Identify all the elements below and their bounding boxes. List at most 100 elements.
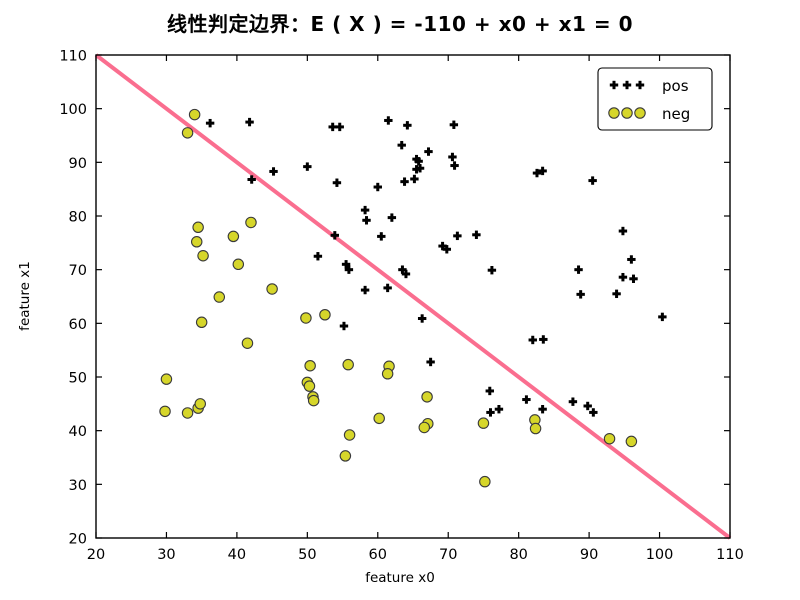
x-tick-label: 50 [298,547,316,563]
marker-plus [625,80,629,90]
marker-plus [488,408,492,417]
marker-circle [194,398,207,410]
marker-plus [441,241,445,251]
marker-circle [160,373,173,385]
marker-plus [579,290,583,299]
marker-plus [272,167,276,176]
x-tick-label: 90 [580,547,598,563]
marker-plus [497,405,501,414]
y-axis-label: feature x1 [17,261,33,331]
marker-plus [386,116,390,125]
marker-plus [305,162,309,171]
marker-plus [571,397,575,406]
marker-plus [363,285,367,295]
marker-plus [335,178,339,187]
marker-plus [621,226,625,236]
x-tick-label: 40 [228,547,246,563]
marker-circle [159,405,171,418]
marker-plus [488,386,492,396]
marker-plus [347,265,351,274]
page-title: 线性判定边界：E ( X ) = -110 + x0 + x1 = 0 [166,12,634,36]
x-tick-label: 70 [439,547,457,563]
marker-plus [386,283,390,293]
y-tick-label: 20 [69,532,87,548]
marker-circle [418,421,431,434]
marker-circle [303,380,316,392]
marker-plus [541,166,545,176]
marker-circle [373,412,385,425]
marker-circle [381,368,394,380]
marker-plus [344,260,348,269]
y-tick-label: 110 [59,49,87,65]
marker-plus [490,266,494,275]
marker-plus [629,255,633,264]
marker-plus [400,265,404,274]
marker-circle [343,429,356,441]
marker-circle [625,435,638,448]
marker-circle [529,422,542,435]
marker-plus [400,140,404,150]
marker-plus [621,272,625,282]
marker-circle [190,236,203,248]
marker-plus [420,314,424,323]
y-tick-label: 30 [69,478,87,494]
marker-circle [477,417,490,429]
boundary-line-segment [94,53,732,540]
x-tick-label: 20 [87,547,105,563]
x-tick-label: 30 [157,547,175,563]
marker-plus [577,265,581,274]
series-neg-markers [159,108,638,488]
marker-plus [453,161,457,170]
marker-plus [631,274,635,283]
marker-plus [365,216,369,225]
x-tick-label: 60 [369,547,387,563]
marker-plus [615,289,619,299]
marker-circle [342,358,354,371]
marker-circle [300,312,312,324]
marker-plus [591,176,595,185]
marker-circle [479,475,491,488]
marker-circle [195,316,208,329]
marker-plus [316,252,320,261]
marker-plus [541,405,545,414]
marker-plus [452,120,456,129]
y-tick-label: 60 [69,317,87,333]
marker-plus [531,335,535,345]
chart-legend[interactable]: pos neg [597,67,713,131]
series-pos-markers [205,116,667,417]
marker-plus [379,232,383,241]
legend-box[interactable] [597,67,713,131]
marker-circle [227,230,240,243]
marker-plus [342,321,346,331]
marker-plus [474,230,478,239]
y-tick-label: 70 [69,263,87,279]
x-tick-label: 110 [716,547,744,563]
marker-plus [250,175,254,184]
marker-plus [535,168,539,178]
marker-plus [524,395,528,404]
marker-plus [660,312,664,322]
marker-plus [417,157,421,166]
y-tick-label: 40 [69,424,87,440]
y-tick-label: 100 [59,102,87,118]
y-axis-ticks: 20 30 40 50 60 70 80 90 100 110 [59,49,730,548]
legend-label-neg: neg [662,105,690,123]
marker-plus [248,117,252,127]
marker-plus [338,122,342,132]
legend-marker-circle [634,107,646,119]
marker-circle [245,216,257,229]
marker-circle [307,394,320,407]
marker-circle [181,407,194,419]
y-tick-label: 90 [69,156,87,172]
marker-plus [390,213,394,222]
marker-plus [638,80,642,90]
legend-label-pos: pos [662,77,689,95]
marker-circle [192,221,204,234]
marker-plus [331,122,335,132]
legend-marker-circle [621,107,633,119]
marker-plus [426,147,430,156]
marker-circle [421,391,433,403]
marker-plus [445,245,449,254]
